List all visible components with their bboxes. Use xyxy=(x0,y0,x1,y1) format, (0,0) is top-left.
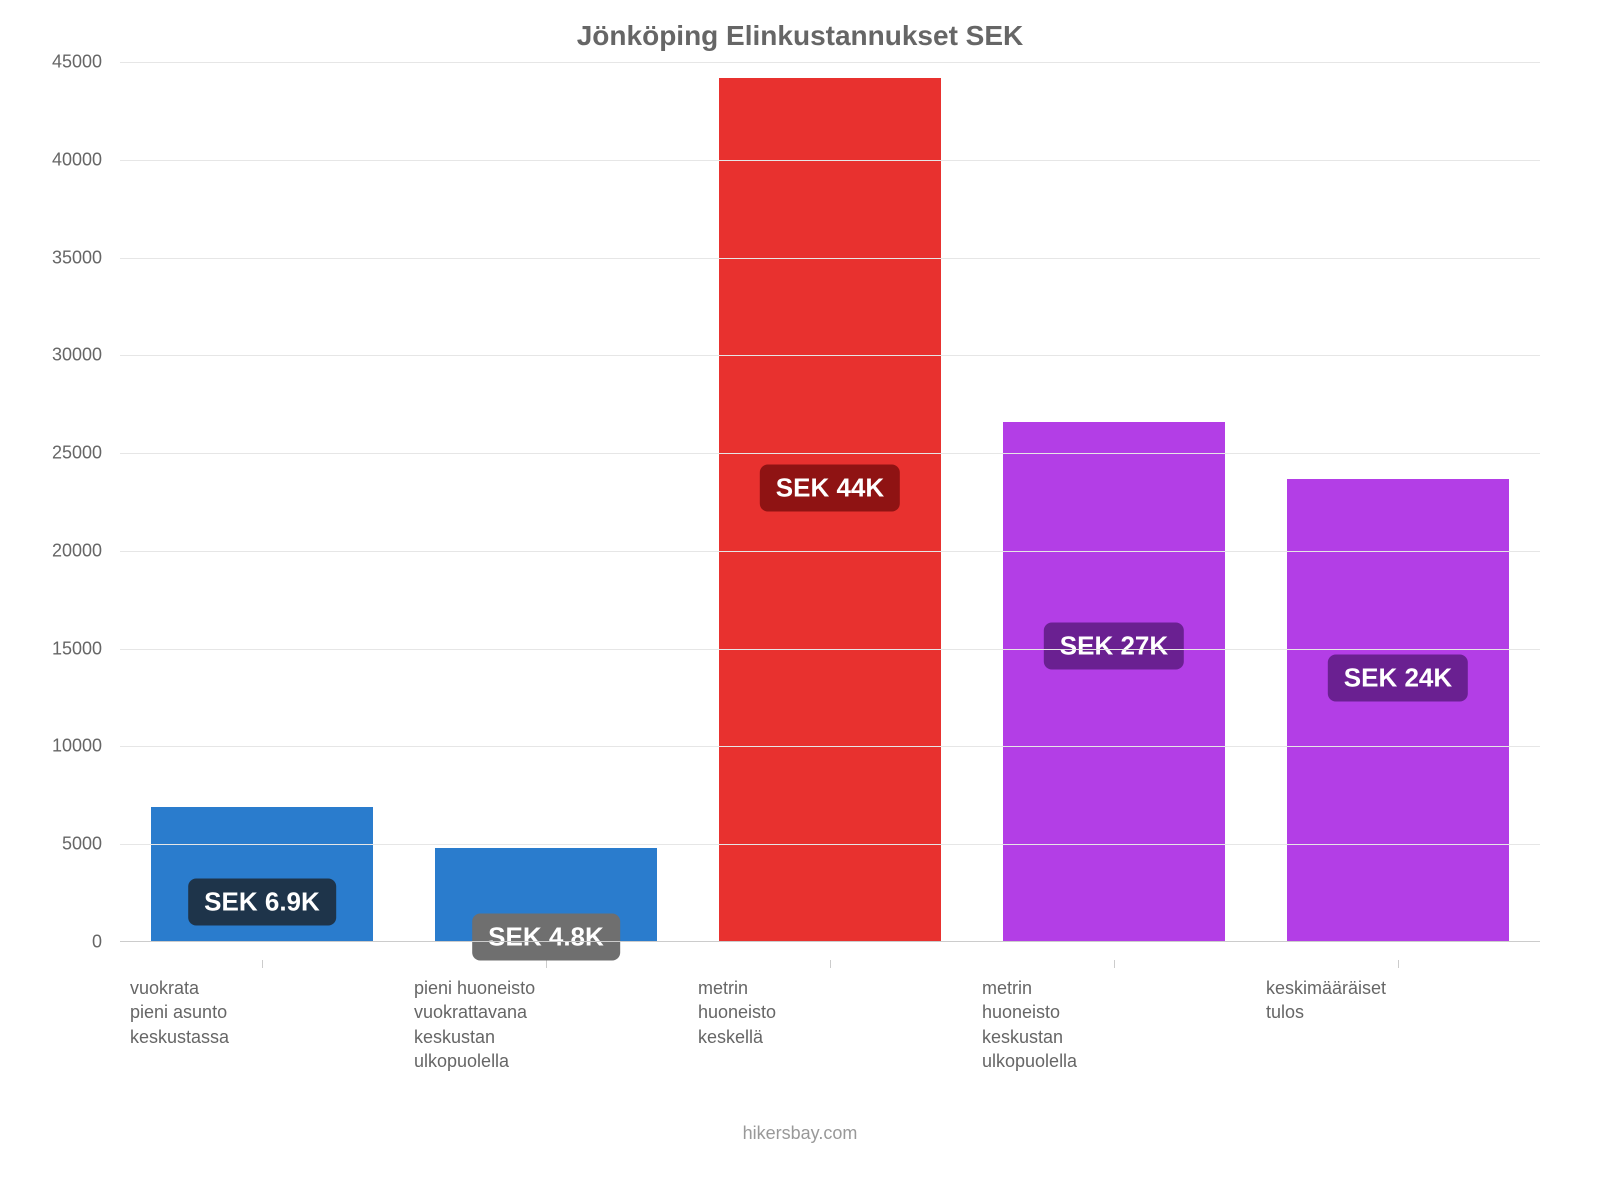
bar: SEK 6.9K xyxy=(151,807,373,942)
chart-title: Jönköping Elinkustannukset SEK xyxy=(40,20,1560,52)
grid-line xyxy=(120,453,1540,454)
y-tick-label: 25000 xyxy=(40,443,102,464)
x-tick-label: pieni huoneistovuokrattavanakeskustanulk… xyxy=(404,960,688,1073)
bar: SEK 4.8K xyxy=(435,848,657,942)
y-tick-label: 5000 xyxy=(40,834,102,855)
y-tick-label: 20000 xyxy=(40,540,102,561)
y-tick-label: 0 xyxy=(40,932,102,953)
bar-slot: SEK 27K xyxy=(972,62,1256,942)
bar: SEK 44K xyxy=(719,78,941,942)
x-tick-mark xyxy=(546,960,547,968)
x-tick-label-line: metrin xyxy=(982,976,1246,1000)
bar: SEK 24K xyxy=(1287,479,1509,942)
x-tick-label-line: ulkopuolella xyxy=(982,1049,1246,1073)
bar-slot: SEK 6.9K xyxy=(120,62,404,942)
chart-container: Jönköping Elinkustannukset SEK 050001000… xyxy=(40,20,1560,1180)
bar: SEK 27K xyxy=(1003,422,1225,942)
x-tick-label-line: tulos xyxy=(1266,1000,1530,1024)
grid-line xyxy=(120,649,1540,650)
bar-value-label: SEK 27K xyxy=(1044,622,1184,669)
grid-line xyxy=(120,746,1540,747)
bars-area: SEK 6.9K SEK 4.8K SEK 44K SEK 27K SEK 24K xyxy=(120,62,1540,942)
x-tick-mark xyxy=(830,960,831,968)
y-tick-label: 35000 xyxy=(40,247,102,268)
grid-line xyxy=(120,355,1540,356)
bar-value-label: SEK 4.8K xyxy=(472,914,620,961)
bar-slot: SEK 24K xyxy=(1256,62,1540,942)
grid-line xyxy=(120,62,1540,63)
y-axis: 0500010000150002000025000300003500040000… xyxy=(40,62,110,942)
y-tick-label: 30000 xyxy=(40,345,102,366)
x-tick-label-line: pieni huoneisto xyxy=(414,976,678,1000)
bar-value-label: SEK 6.9K xyxy=(188,878,336,925)
attribution-text: hikersbay.com xyxy=(40,1123,1560,1144)
x-tick-label-line: keskustassa xyxy=(130,1025,394,1049)
bar-slot: SEK 4.8K xyxy=(404,62,688,942)
x-tick-label-line: metrin xyxy=(698,976,962,1000)
x-tick-label-line: keskimääräiset xyxy=(1266,976,1530,1000)
y-tick-label: 15000 xyxy=(40,638,102,659)
x-tick-label-line: keskustan xyxy=(414,1025,678,1049)
x-tick-label-line: huoneisto xyxy=(698,1000,962,1024)
x-tick-mark xyxy=(1114,960,1115,968)
bar-value-label: SEK 24K xyxy=(1328,654,1468,701)
grid-line xyxy=(120,844,1540,845)
x-tick-label: vuokratapieni asuntokeskustassa xyxy=(120,960,404,1073)
x-tick-label: metrinhuoneistokeskustanulkopuolella xyxy=(972,960,1256,1073)
grid-line xyxy=(120,551,1540,552)
bar-value-label: SEK 44K xyxy=(760,465,900,512)
plot-area: 0500010000150002000025000300003500040000… xyxy=(120,62,1540,942)
grid-line xyxy=(120,160,1540,161)
x-tick-label-line: vuokrata xyxy=(130,976,394,1000)
x-tick-label-line: huoneisto xyxy=(982,1000,1246,1024)
x-tick-label-line: keskustan xyxy=(982,1025,1246,1049)
x-tick-label: metrinhuoneistokeskellä xyxy=(688,960,972,1073)
bar-slot: SEK 44K xyxy=(688,62,972,942)
x-tick-mark xyxy=(1398,960,1399,968)
x-axis-baseline xyxy=(120,941,1540,942)
grid-line xyxy=(120,258,1540,259)
x-tick-label-line: keskellä xyxy=(698,1025,962,1049)
x-tick-label-line: pieni asunto xyxy=(130,1000,394,1024)
y-tick-label: 45000 xyxy=(40,52,102,73)
x-axis-labels: vuokratapieni asuntokeskustassapieni huo… xyxy=(120,960,1540,1073)
x-tick-label-line: ulkopuolella xyxy=(414,1049,678,1073)
x-tick-label: keskimääräisettulos xyxy=(1256,960,1540,1073)
y-tick-label: 10000 xyxy=(40,736,102,757)
x-tick-mark xyxy=(262,960,263,968)
y-tick-label: 40000 xyxy=(40,149,102,170)
x-tick-label-line: vuokrattavana xyxy=(414,1000,678,1024)
